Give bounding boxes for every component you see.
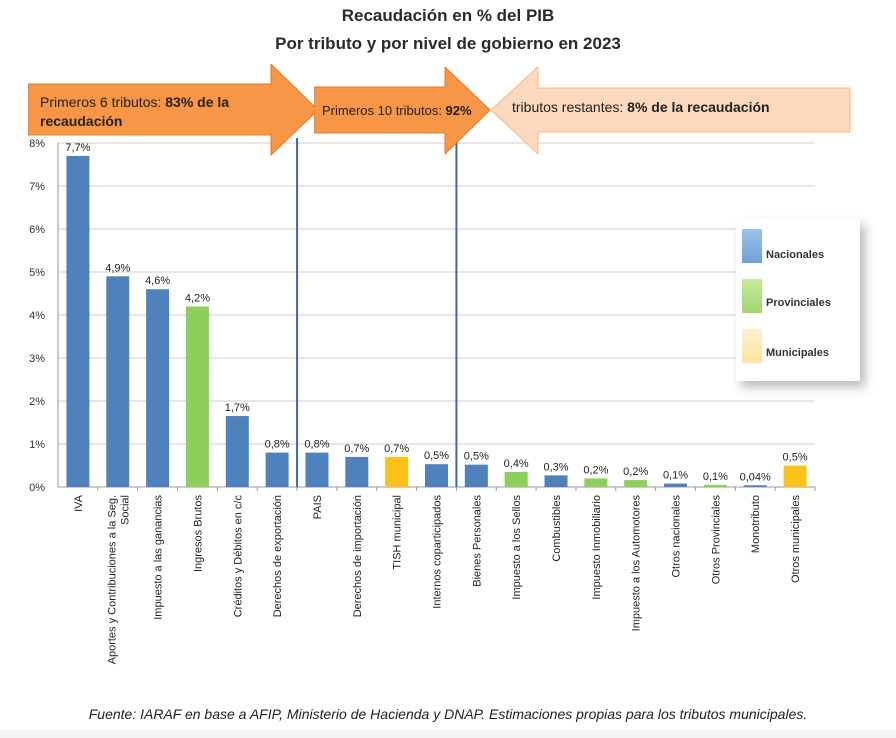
bar-19: [783, 465, 807, 487]
legend-swatch-nacionales: [742, 229, 762, 263]
legend-label-municipales: Municipales: [766, 347, 829, 359]
data-label: 4,2%: [185, 292, 210, 304]
y-tick-label: 8%: [29, 138, 45, 150]
bar-4: [185, 306, 209, 487]
bar-2: [106, 276, 130, 487]
bar-10: [425, 464, 448, 487]
arrow-first-10-label: Primeros 10 tributos: 92%: [322, 101, 492, 120]
arrow-first-6: [28, 64, 319, 156]
bottom-strip: [0, 730, 896, 738]
x-tick-label: Impuesto a los Sellos: [511, 495, 523, 600]
x-tick-label: Bienes Personales: [471, 495, 483, 587]
arrow-first-10-text: Primeros 10 tributos:: [322, 103, 446, 118]
y-tick-label: 7%: [29, 181, 45, 193]
bar-8: [345, 456, 369, 487]
arrow-first-10: [314, 67, 491, 155]
chart-subtitle: Por tributo y por nivel de gobierno en 2…: [275, 34, 621, 53]
data-label: 0,2%: [583, 464, 608, 476]
data-label: 4,6%: [145, 275, 170, 287]
x-tick-label: Monotributo: [750, 495, 762, 553]
bar-1: [66, 155, 90, 487]
arrow-first-6-bold: 83% de la recaudación: [40, 94, 230, 129]
bar-6: [265, 452, 289, 487]
data-label: 0,5%: [464, 451, 489, 463]
y-tick-label: 2%: [29, 396, 45, 408]
y-tick-label: 3%: [29, 353, 45, 365]
arrow-remaining-bold: 8% de la recaudación: [627, 99, 770, 115]
arrow-first-10-bold: 92%: [445, 103, 472, 118]
data-label: 0,5%: [424, 450, 449, 462]
x-tick-label: IVA: [73, 494, 85, 512]
y-tick-label: 5%: [29, 267, 45, 279]
x-tick-label: Aportes y Contribuciones a la Seg.: [106, 495, 118, 664]
x-tick-label: Derechos de importación: [352, 495, 364, 617]
x-tick-label: PAIS: [312, 495, 324, 519]
data-label: 0,3%: [543, 461, 568, 473]
legend-label-nacionales: Nacionales: [766, 249, 825, 261]
bar-chart: 0% 1% 2% 3% 4% 5% 6% 7% 8% 7,7% IVA 4,9% Aportes y C…: [29, 138, 816, 664]
data-label: 0,4%: [504, 458, 529, 470]
arrow-remaining: [490, 66, 851, 156]
data-label: 4,9%: [105, 262, 130, 274]
bar-11: [464, 464, 488, 487]
data-label: 1,7%: [225, 402, 250, 414]
bar-13: [544, 475, 568, 487]
x-tick-label: Combustibles: [551, 495, 563, 562]
x-tick-label: Otros municipales: [790, 495, 802, 584]
y-tick-label: 0%: [29, 482, 45, 494]
x-tick-label: Impuesto a las ganancias: [153, 495, 165, 620]
x-tick-label: Impuesto a los Automotores: [631, 495, 643, 632]
x-tick-label: Ingresos Brutos: [192, 495, 204, 573]
x-tick-label: Internos coparticipados: [432, 495, 444, 609]
arrow-remaining-text: tributos restantes:: [512, 99, 628, 115]
legend-swatch-municipales: [742, 329, 762, 363]
arrow-first-6-text: Primeros 6 tributos:: [40, 94, 166, 110]
data-label: 0,1%: [663, 470, 688, 482]
x-tick-label: Otros Provinciales: [710, 495, 722, 585]
bar-7: [305, 452, 329, 487]
bar-5: [225, 416, 249, 487]
x-tick-label: Social: [119, 495, 131, 525]
data-label: 0,7%: [384, 443, 409, 455]
y-tick-label: 6%: [29, 224, 45, 236]
source-note: Fuente: IARAF en base a AFIP, Ministerio…: [88, 706, 808, 722]
legend-label-provinciales: Provinciales: [766, 297, 831, 309]
data-label: 0,7%: [344, 443, 369, 455]
bar-18: [743, 485, 767, 487]
x-tick-label: Otros nacionales: [671, 495, 683, 578]
data-label: 7,7%: [65, 142, 90, 154]
arrow-first-6-label: Primeros 6 tributos: 83% de la recaudaci…: [40, 93, 280, 131]
chart-title: Recaudación en % del PIB: [341, 6, 555, 25]
y-tick-label: 4%: [29, 310, 45, 322]
arrow-remaining-label: tributos restantes: 8% de la recaudación: [512, 98, 842, 117]
bar-3: [146, 289, 170, 487]
data-label: 0,8%: [304, 439, 329, 451]
bar-9: [385, 456, 409, 487]
bar-16: [664, 483, 688, 487]
legend: Nacionales Provinciales Municipales: [736, 219, 860, 381]
legend-swatch-provinciales: [742, 279, 762, 313]
data-label: 0,5%: [783, 452, 808, 464]
data-label: 0,1%: [703, 471, 728, 483]
bar-15: [624, 480, 648, 487]
data-label: 0,8%: [265, 439, 290, 451]
data-label: 0,2%: [623, 466, 648, 478]
x-tick-label: Impuesto Inmobiliario: [591, 495, 603, 600]
data-label: 0,04%: [740, 471, 771, 483]
x-tick-label: TISH municipal: [392, 495, 404, 570]
bar-17: [703, 484, 727, 487]
bar-12: [504, 471, 528, 487]
x-tick-label: Créditos y Débitos en c/c: [232, 495, 244, 618]
y-tick-label: 1%: [29, 439, 45, 451]
x-tick-label: Derechos de exportación: [272, 495, 284, 617]
bar-14: [584, 478, 608, 487]
